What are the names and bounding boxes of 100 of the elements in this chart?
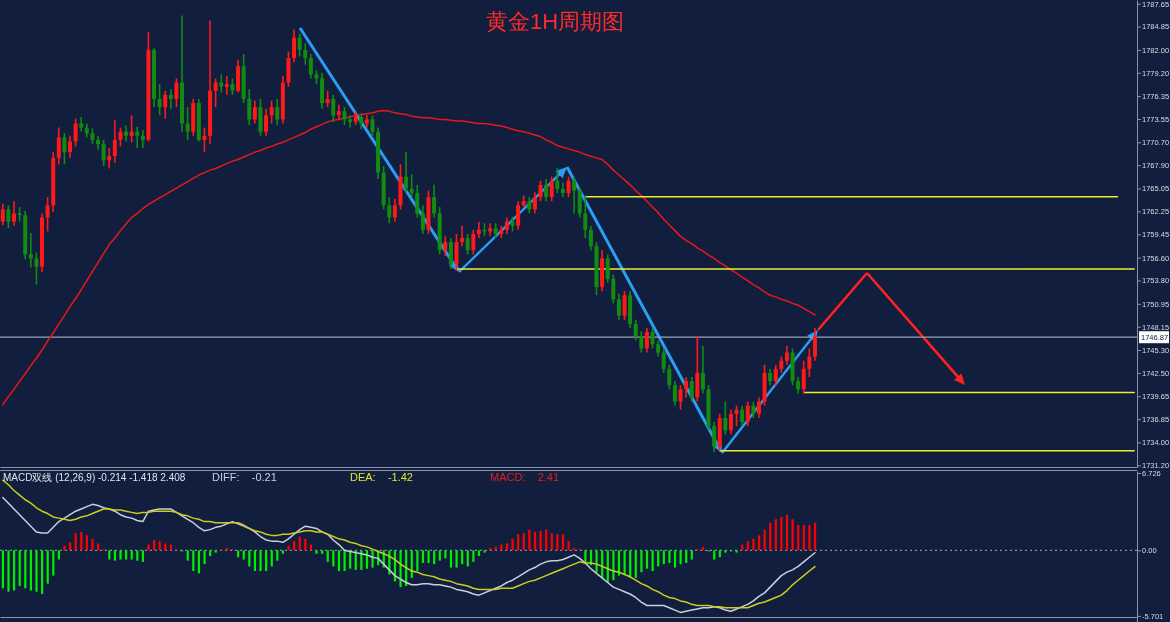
candlestick — [420, 204, 425, 235]
bar — [209, 550, 212, 557]
candlestick — [588, 224, 593, 252]
line-series — [2, 109, 816, 406]
candlestick — [213, 77, 218, 108]
candlestick — [605, 253, 610, 284]
candlestick — [168, 88, 173, 110]
bar — [125, 550, 128, 560]
bar — [690, 550, 693, 560]
bar — [85, 535, 89, 551]
bar — [673, 550, 677, 568]
annotation: DEA: -1.42 — [350, 471, 413, 483]
candlestick — [73, 117, 78, 148]
candlestick — [118, 126, 123, 148]
candlestick — [667, 363, 672, 391]
candlestick — [684, 376, 689, 399]
candlestick — [62, 132, 67, 166]
bar — [349, 550, 352, 569]
bar — [24, 550, 27, 589]
bar — [270, 550, 273, 567]
candlestick — [622, 290, 627, 321]
candlestick — [728, 408, 733, 436]
bar — [774, 519, 777, 551]
bar — [561, 534, 565, 551]
bar — [735, 550, 738, 553]
candlestick — [404, 151, 409, 194]
bar — [713, 550, 716, 560]
bar — [97, 543, 100, 551]
candlestick — [0, 202, 5, 226]
candlestick — [661, 347, 666, 374]
bar — [214, 550, 217, 553]
bar — [657, 550, 660, 567]
candlestick — [700, 345, 705, 395]
candlestick — [555, 166, 560, 194]
bar — [7, 550, 10, 592]
bar — [791, 519, 794, 551]
bar — [746, 541, 749, 551]
candlestick — [387, 196, 392, 225]
candlestick — [370, 114, 375, 137]
candlestick — [292, 28, 297, 63]
bar — [192, 550, 195, 572]
bar — [237, 550, 240, 558]
candlestick — [56, 126, 61, 166]
bar — [718, 550, 721, 558]
bar — [455, 550, 458, 568]
bar — [326, 550, 329, 562]
candlestick — [124, 124, 129, 143]
bar — [634, 550, 637, 578]
candlestick — [812, 327, 817, 362]
bar — [343, 550, 346, 572]
candlestick — [583, 194, 588, 239]
candlestick — [174, 77, 179, 108]
bar — [438, 550, 441, 561]
candlestick — [784, 345, 789, 366]
candlestick — [219, 73, 224, 94]
annotation: MACD双线 (12,26,9) -0.214 -1.418 2.408 — [3, 472, 186, 483]
candlestick — [745, 400, 750, 427]
candlestick — [773, 363, 778, 387]
candlestick — [454, 233, 459, 272]
bar — [287, 545, 290, 551]
bar — [276, 550, 279, 561]
candlestick — [28, 232, 33, 269]
candlestick — [107, 147, 112, 170]
bar — [119, 550, 122, 560]
bar — [203, 550, 206, 565]
candlestick — [308, 53, 313, 80]
candlestick — [532, 191, 537, 215]
candlestick — [566, 175, 571, 198]
candlestick — [68, 134, 73, 159]
candlestick — [756, 396, 761, 419]
candlestick — [465, 233, 470, 256]
candlestick — [572, 175, 577, 215]
bar — [539, 530, 542, 551]
candlestick — [801, 359, 806, 395]
candlestick — [129, 114, 134, 144]
bar — [433, 550, 436, 565]
bar — [399, 550, 402, 588]
bar — [567, 541, 570, 551]
candlestick — [740, 404, 745, 427]
candlestick — [297, 32, 302, 58]
candlestick — [734, 404, 739, 427]
bar — [113, 550, 117, 561]
bar — [685, 550, 688, 563]
candlestick — [101, 139, 106, 167]
bar — [13, 550, 16, 591]
candlestick — [185, 106, 190, 141]
candlestick — [678, 384, 683, 411]
candlestick — [460, 224, 465, 247]
bar — [158, 541, 161, 551]
candlestick — [269, 99, 274, 125]
bar — [472, 550, 475, 562]
candlestick — [723, 400, 728, 436]
bar — [556, 534, 559, 551]
bar — [517, 534, 520, 551]
candlestick — [672, 380, 677, 407]
annotation: MACD: 2.41 — [490, 471, 560, 483]
candlestick — [303, 42, 308, 66]
candlestick — [252, 99, 257, 125]
bar — [449, 550, 453, 568]
candlestick — [392, 197, 397, 223]
